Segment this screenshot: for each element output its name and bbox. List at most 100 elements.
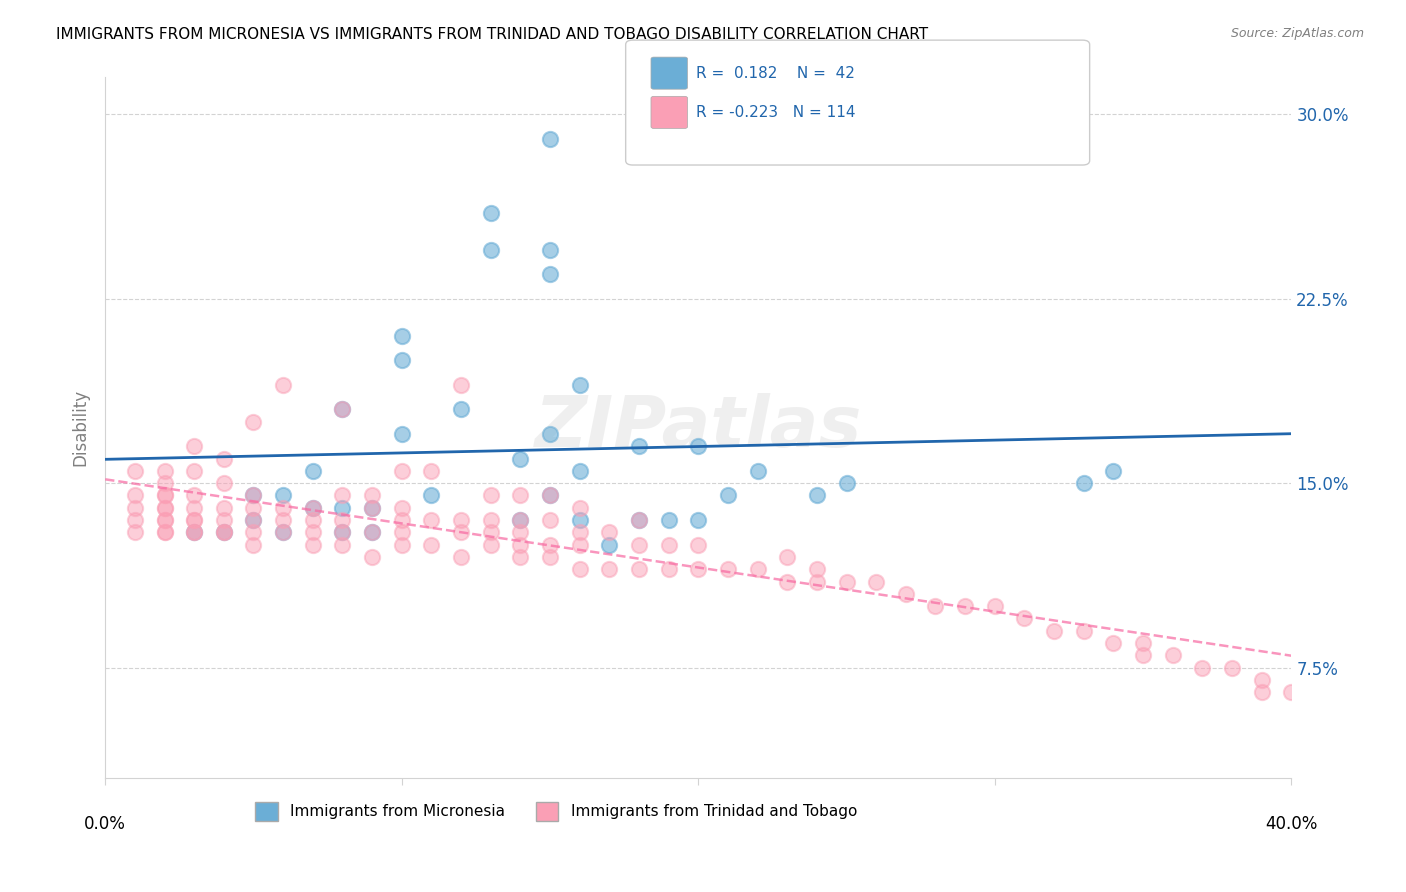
Point <box>153 525 176 540</box>
Point <box>479 513 502 527</box>
Point <box>1132 636 1154 650</box>
Point <box>212 525 235 540</box>
Point <box>212 525 235 540</box>
Point <box>688 439 710 453</box>
Point <box>568 500 591 515</box>
Point <box>1073 624 1095 638</box>
Point <box>627 562 650 576</box>
Point <box>153 488 176 502</box>
Point <box>420 538 443 552</box>
Point <box>479 538 502 552</box>
Point <box>332 402 354 417</box>
Point <box>332 500 354 515</box>
Point <box>212 451 235 466</box>
Point <box>894 587 917 601</box>
Point <box>153 500 176 515</box>
Point <box>835 574 858 589</box>
Point <box>688 513 710 527</box>
Point <box>509 549 531 564</box>
Point <box>568 377 591 392</box>
Point <box>391 464 413 478</box>
Point <box>509 513 531 527</box>
Point <box>391 513 413 527</box>
Point <box>332 538 354 552</box>
Point <box>1073 476 1095 491</box>
Point <box>153 513 176 527</box>
Point <box>568 464 591 478</box>
Text: R =  0.182    N =  42: R = 0.182 N = 42 <box>696 66 855 80</box>
Point <box>509 513 531 527</box>
Point <box>688 562 710 576</box>
Point <box>183 525 205 540</box>
Point <box>538 488 561 502</box>
Point <box>271 488 294 502</box>
Point <box>361 525 384 540</box>
Point <box>479 525 502 540</box>
Point <box>242 488 264 502</box>
Text: ZIPatlas: ZIPatlas <box>534 393 862 462</box>
Point <box>391 525 413 540</box>
Point <box>153 488 176 502</box>
Point <box>479 205 502 219</box>
Point <box>688 538 710 552</box>
Point <box>509 451 531 466</box>
Point <box>183 464 205 478</box>
Text: 40.0%: 40.0% <box>1265 815 1317 833</box>
Point <box>391 427 413 442</box>
Point <box>242 488 264 502</box>
Point <box>450 525 472 540</box>
Point <box>361 549 384 564</box>
Point <box>538 538 561 552</box>
Point <box>212 525 235 540</box>
Point <box>479 243 502 257</box>
Text: 0.0%: 0.0% <box>84 815 127 833</box>
Point <box>450 549 472 564</box>
Point <box>420 488 443 502</box>
Point <box>361 488 384 502</box>
Point <box>509 538 531 552</box>
Point <box>598 538 620 552</box>
Point <box>124 500 146 515</box>
Point <box>301 500 323 515</box>
Point <box>835 476 858 491</box>
Point <box>183 525 205 540</box>
Point <box>1250 685 1272 699</box>
Point <box>242 415 264 429</box>
Point <box>806 562 828 576</box>
Point <box>627 513 650 527</box>
Point <box>1220 660 1243 674</box>
Point <box>717 562 740 576</box>
Point <box>538 267 561 281</box>
Point <box>212 476 235 491</box>
Point <box>598 562 620 576</box>
Point <box>568 538 591 552</box>
Point <box>1102 636 1125 650</box>
Point <box>717 488 740 502</box>
Point <box>450 402 472 417</box>
Point <box>124 513 146 527</box>
Point <box>1014 611 1036 625</box>
Point <box>242 513 264 527</box>
Point <box>776 574 799 589</box>
Point <box>538 549 561 564</box>
Point <box>153 476 176 491</box>
Point <box>420 464 443 478</box>
Point <box>1102 464 1125 478</box>
Point <box>271 525 294 540</box>
Point <box>450 377 472 392</box>
Point <box>1161 648 1184 663</box>
Point <box>627 513 650 527</box>
Point <box>271 513 294 527</box>
Point <box>242 525 264 540</box>
Point <box>538 243 561 257</box>
Point <box>538 513 561 527</box>
Point <box>806 488 828 502</box>
Point <box>627 439 650 453</box>
Point <box>242 500 264 515</box>
Point <box>183 513 205 527</box>
Point <box>361 500 384 515</box>
Point <box>391 328 413 343</box>
Point <box>153 500 176 515</box>
Point <box>301 525 323 540</box>
Point <box>1191 660 1213 674</box>
